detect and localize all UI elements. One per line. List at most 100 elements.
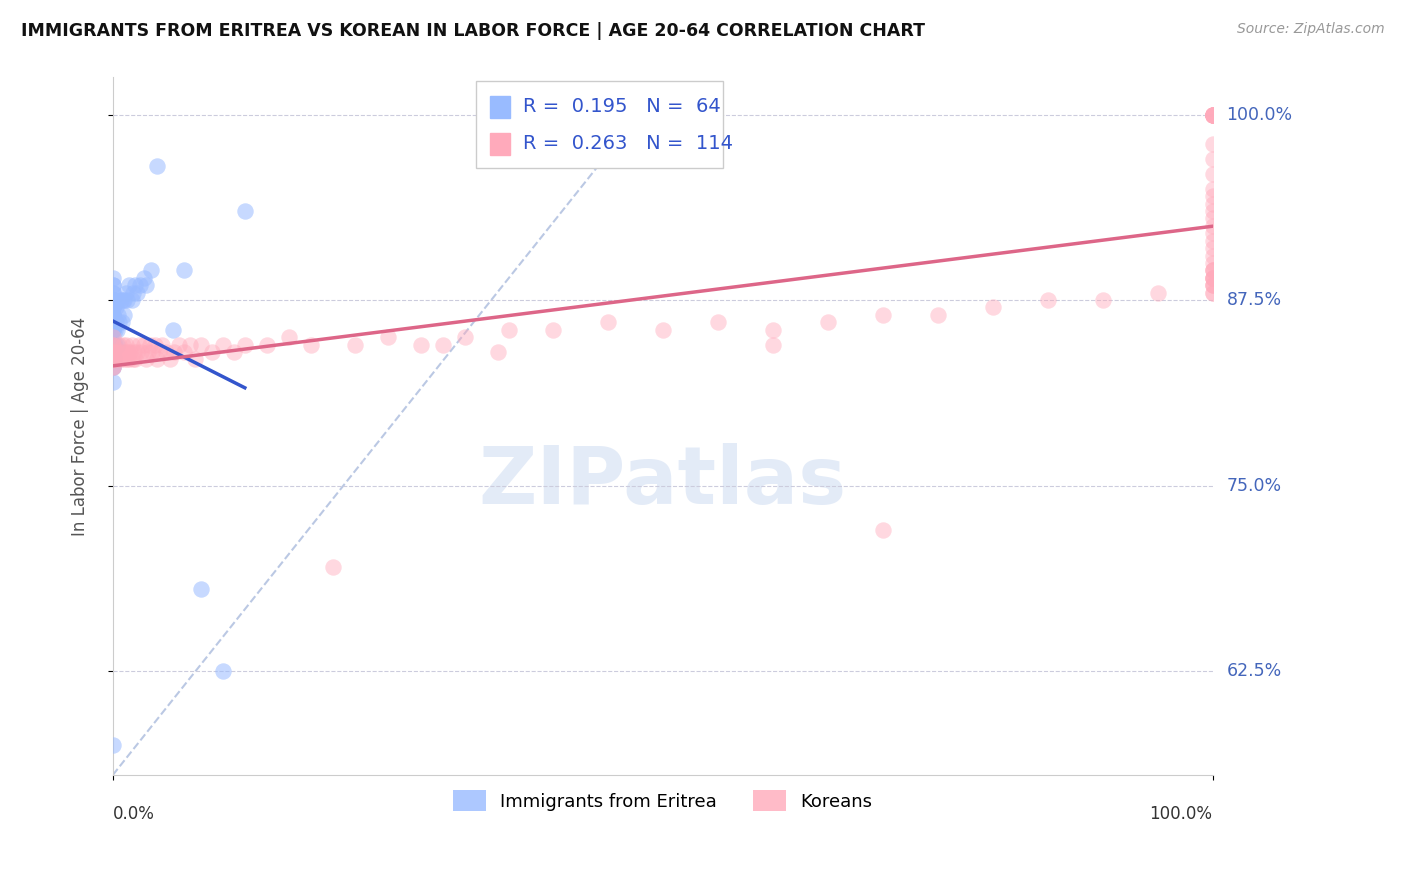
Point [343, 337, 366, 351]
Point [211, 337, 233, 351]
Point [1201, 211, 1223, 226]
Point [190, 337, 212, 351]
Point [541, 323, 564, 337]
Point [432, 337, 454, 351]
Point [101, 345, 124, 359]
Point [101, 270, 124, 285]
Point [103, 352, 125, 367]
Point [115, 337, 138, 351]
Point [162, 323, 184, 337]
Point [1201, 182, 1223, 196]
Text: 62.5%: 62.5% [1226, 662, 1282, 680]
Point [101, 293, 124, 307]
Point [141, 345, 163, 359]
Point [1201, 278, 1223, 293]
Point [872, 308, 894, 322]
Point [1201, 189, 1223, 203]
Point [872, 523, 894, 537]
Point [101, 359, 124, 374]
Point [190, 582, 212, 597]
Point [1201, 107, 1223, 121]
Text: R =  0.195   N =  64: R = 0.195 N = 64 [523, 97, 721, 117]
Point [101, 352, 124, 367]
Point [101, 315, 124, 329]
Point [201, 345, 224, 359]
Point [299, 337, 322, 351]
Point [1091, 293, 1114, 307]
Point [139, 337, 162, 351]
Point [101, 315, 124, 329]
Point [146, 160, 169, 174]
Point [117, 345, 139, 359]
Point [706, 315, 728, 329]
Point [107, 293, 129, 307]
Point [1201, 241, 1223, 255]
Point [101, 293, 124, 307]
Point [1201, 107, 1223, 121]
Point [136, 345, 159, 359]
Point [121, 285, 143, 300]
Point [105, 352, 128, 367]
Point [101, 359, 124, 374]
Point [1201, 256, 1223, 270]
Point [1201, 263, 1223, 277]
Point [155, 345, 177, 359]
Point [1201, 278, 1223, 293]
Point [1201, 278, 1223, 293]
Point [111, 315, 134, 329]
Point [143, 337, 166, 351]
Point [101, 345, 124, 359]
Point [1201, 263, 1223, 277]
Point [101, 337, 124, 351]
Point [762, 337, 785, 351]
Point [179, 337, 201, 351]
Point [1201, 107, 1223, 121]
Point [124, 352, 146, 367]
Point [112, 352, 135, 367]
Point [1201, 285, 1223, 300]
Point [108, 337, 131, 351]
Point [101, 278, 124, 293]
Point [103, 337, 125, 351]
Point [981, 301, 1004, 315]
Point [101, 359, 124, 374]
Point [101, 738, 124, 752]
Point [111, 337, 134, 351]
Point [105, 337, 128, 351]
Point [173, 345, 195, 359]
Point [101, 293, 124, 307]
Point [1201, 137, 1223, 152]
Point [118, 352, 141, 367]
Point [498, 323, 520, 337]
Point [101, 323, 124, 337]
Point [148, 345, 170, 359]
Point [1201, 204, 1223, 219]
Point [1201, 219, 1223, 233]
Point [1201, 107, 1223, 121]
Point [322, 560, 344, 574]
Point [1201, 227, 1223, 241]
Point [1201, 107, 1223, 121]
Point [104, 352, 127, 367]
Point [131, 345, 153, 359]
Point [112, 293, 135, 307]
Point [163, 345, 186, 359]
Point [124, 278, 146, 293]
Point [233, 204, 256, 219]
Point [120, 345, 142, 359]
Point [1201, 152, 1223, 166]
Bar [491, 95, 510, 118]
Point [1036, 293, 1059, 307]
Point [1201, 107, 1223, 121]
Point [101, 301, 124, 315]
Point [1201, 107, 1223, 121]
Point [118, 278, 141, 293]
Point [101, 301, 124, 315]
Point [111, 293, 134, 307]
Point [128, 337, 150, 351]
Point [101, 285, 124, 300]
Point [111, 345, 134, 359]
Point [184, 352, 207, 367]
Point [1201, 167, 1223, 181]
Point [101, 301, 124, 315]
